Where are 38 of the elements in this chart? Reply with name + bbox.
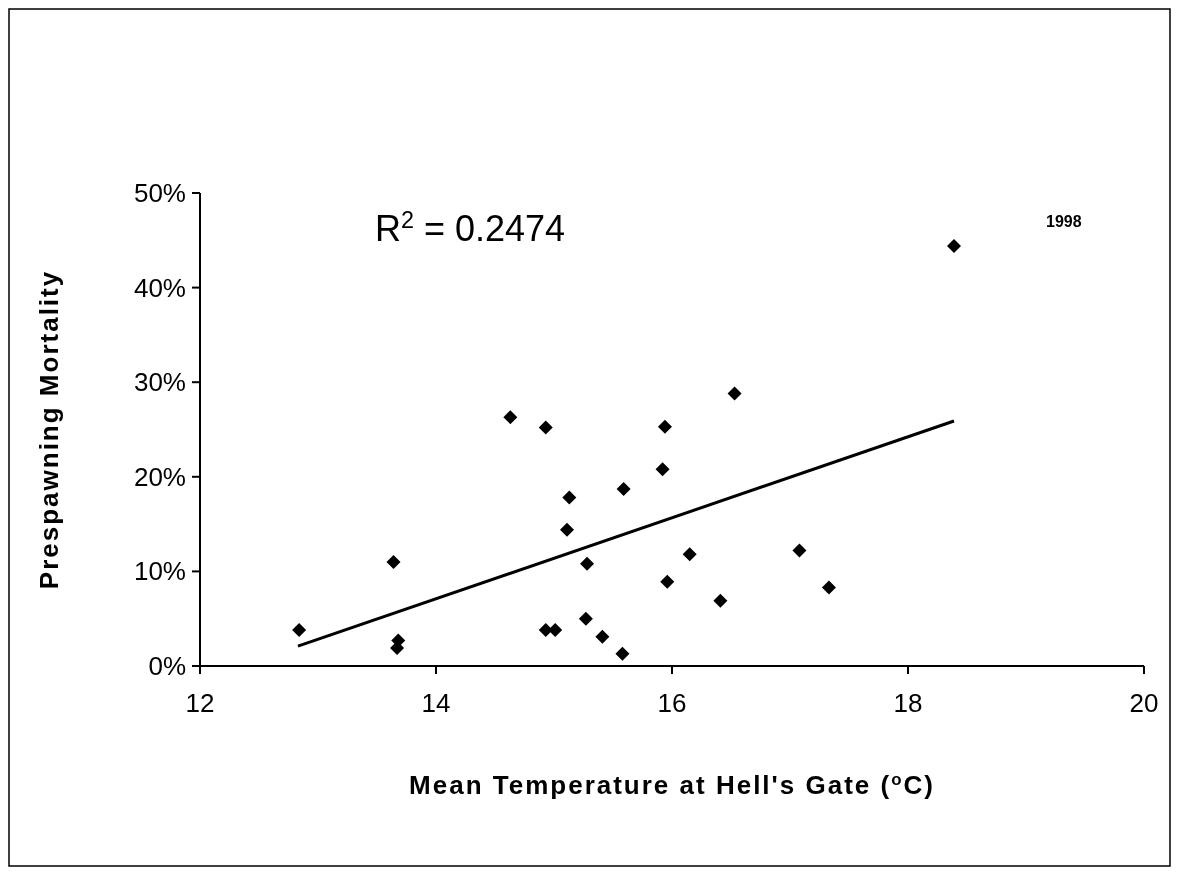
point xyxy=(538,420,553,435)
point xyxy=(503,410,518,425)
y-tick-label: 20% xyxy=(133,461,186,492)
point xyxy=(616,482,631,497)
point xyxy=(727,386,742,401)
x-tick-label: 12 xyxy=(185,688,215,718)
point xyxy=(562,490,577,505)
x-axis-title: Mean Temperature at Hell's Gate ($^{o}$C) xyxy=(409,769,935,800)
point xyxy=(655,462,670,477)
point xyxy=(660,574,675,589)
point xyxy=(792,543,807,558)
point xyxy=(548,623,563,638)
point xyxy=(580,556,595,571)
y-tick-label: 40% xyxy=(133,272,186,303)
y-tick-label: 0% xyxy=(148,651,186,681)
y-axis-title: Prespawning Mortality xyxy=(34,269,64,590)
point xyxy=(386,554,401,569)
point xyxy=(538,623,553,638)
point xyxy=(682,547,697,562)
point xyxy=(390,641,405,656)
point xyxy=(578,611,593,626)
x-tick-label: 14 xyxy=(421,688,451,718)
point xyxy=(821,580,836,595)
x-tick-label: 18 xyxy=(893,688,923,718)
point xyxy=(615,646,630,661)
x-tick-label: 20 xyxy=(1129,688,1159,718)
point xyxy=(657,419,672,434)
point xyxy=(292,623,307,638)
annotation: 1998 xyxy=(1046,213,1082,230)
point xyxy=(947,238,962,253)
y-tick-label: 50% xyxy=(133,178,186,208)
annotation: R$^{2}$ = 0.2474 xyxy=(374,207,566,249)
point xyxy=(713,593,728,608)
y-tick-label: 10% xyxy=(133,556,186,587)
y-tick-label: 30% xyxy=(133,367,186,398)
point xyxy=(595,629,610,644)
point xyxy=(559,522,574,537)
x-tick-label: 16 xyxy=(657,688,687,718)
